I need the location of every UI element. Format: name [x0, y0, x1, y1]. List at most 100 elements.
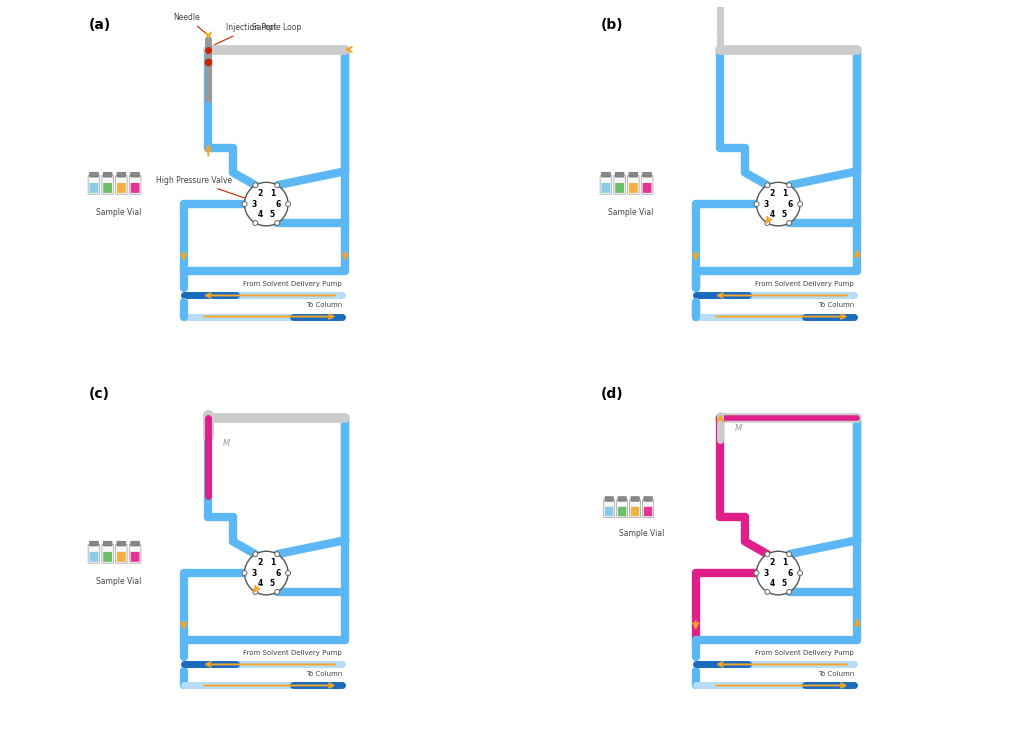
FancyBboxPatch shape: [117, 552, 125, 562]
Circle shape: [285, 201, 290, 207]
FancyBboxPatch shape: [631, 506, 639, 516]
FancyBboxPatch shape: [115, 545, 127, 563]
FancyBboxPatch shape: [616, 500, 627, 517]
Circle shape: [753, 201, 758, 207]
FancyBboxPatch shape: [88, 545, 100, 563]
Circle shape: [245, 551, 287, 595]
Text: 2: 2: [258, 558, 263, 567]
Text: High Pressure Valve: High Pressure Valve: [156, 176, 250, 200]
FancyBboxPatch shape: [642, 172, 651, 177]
Circle shape: [274, 220, 279, 226]
Text: From Solvent Delivery Pump: From Solvent Delivery Pump: [243, 650, 341, 656]
Text: (d): (d): [600, 387, 623, 401]
Circle shape: [253, 183, 258, 187]
FancyBboxPatch shape: [129, 176, 141, 194]
FancyBboxPatch shape: [642, 183, 651, 193]
Text: 4: 4: [769, 210, 774, 219]
Circle shape: [753, 570, 758, 576]
FancyBboxPatch shape: [614, 172, 624, 177]
Text: 5: 5: [269, 210, 274, 219]
FancyBboxPatch shape: [102, 176, 113, 194]
Circle shape: [253, 589, 258, 595]
FancyBboxPatch shape: [627, 176, 639, 194]
Circle shape: [797, 201, 802, 207]
FancyBboxPatch shape: [629, 500, 640, 517]
Circle shape: [764, 183, 769, 187]
Text: 6: 6: [275, 200, 280, 209]
FancyBboxPatch shape: [90, 541, 98, 546]
FancyBboxPatch shape: [629, 183, 637, 193]
Text: 1: 1: [781, 558, 786, 567]
FancyBboxPatch shape: [115, 176, 127, 194]
Text: 5: 5: [781, 579, 786, 588]
Circle shape: [764, 589, 769, 595]
Text: Sample Vial: Sample Vial: [607, 207, 653, 217]
FancyBboxPatch shape: [117, 183, 125, 193]
Circle shape: [245, 182, 287, 226]
FancyBboxPatch shape: [618, 506, 626, 516]
Text: To Column: To Column: [306, 302, 341, 308]
Text: From Solvent Delivery Pump: From Solvent Delivery Pump: [243, 281, 341, 287]
Text: To Column: To Column: [817, 302, 853, 308]
Circle shape: [253, 220, 258, 226]
Circle shape: [274, 589, 279, 595]
FancyBboxPatch shape: [641, 176, 652, 194]
Text: From Solvent Delivery Pump: From Solvent Delivery Pump: [754, 281, 853, 287]
Text: 4: 4: [258, 579, 263, 588]
FancyBboxPatch shape: [102, 545, 113, 563]
Text: 1: 1: [269, 189, 275, 198]
Circle shape: [242, 201, 247, 207]
FancyBboxPatch shape: [103, 541, 112, 546]
Circle shape: [756, 182, 799, 226]
FancyBboxPatch shape: [90, 183, 98, 193]
Text: 2: 2: [769, 189, 774, 198]
FancyBboxPatch shape: [90, 552, 98, 562]
Circle shape: [786, 183, 791, 187]
FancyBboxPatch shape: [631, 497, 639, 501]
FancyBboxPatch shape: [629, 172, 637, 177]
FancyBboxPatch shape: [129, 545, 141, 563]
Text: Needle: Needle: [173, 12, 206, 34]
Text: 1: 1: [269, 558, 275, 567]
Circle shape: [285, 570, 290, 576]
FancyBboxPatch shape: [614, 183, 624, 193]
Text: 2: 2: [258, 189, 263, 198]
FancyBboxPatch shape: [618, 497, 626, 501]
Text: Sample Vial: Sample Vial: [96, 576, 142, 586]
Text: (a): (a): [89, 18, 111, 32]
Text: Sample Vial: Sample Vial: [96, 207, 142, 217]
FancyBboxPatch shape: [130, 172, 140, 177]
Text: M: M: [734, 425, 741, 434]
Circle shape: [242, 570, 247, 576]
FancyBboxPatch shape: [88, 176, 100, 194]
FancyBboxPatch shape: [643, 506, 651, 516]
FancyBboxPatch shape: [130, 552, 140, 562]
Circle shape: [764, 220, 769, 226]
FancyBboxPatch shape: [103, 552, 112, 562]
FancyBboxPatch shape: [604, 506, 612, 516]
Text: 5: 5: [269, 579, 274, 588]
FancyBboxPatch shape: [103, 172, 112, 177]
Circle shape: [253, 552, 258, 556]
FancyBboxPatch shape: [117, 172, 125, 177]
FancyBboxPatch shape: [601, 172, 609, 177]
Text: 5: 5: [781, 210, 786, 219]
Text: 6: 6: [275, 569, 280, 578]
Text: 3: 3: [252, 569, 257, 578]
Text: M: M: [222, 439, 229, 448]
Text: Injection Port: Injection Port: [214, 24, 276, 45]
FancyBboxPatch shape: [604, 497, 612, 501]
Circle shape: [756, 551, 799, 595]
Circle shape: [274, 552, 279, 556]
FancyBboxPatch shape: [613, 176, 625, 194]
Text: 6: 6: [787, 200, 792, 209]
Text: From Solvent Delivery Pump: From Solvent Delivery Pump: [754, 650, 853, 656]
Text: 4: 4: [258, 210, 263, 219]
Text: (b): (b): [600, 18, 623, 32]
Circle shape: [786, 552, 791, 556]
FancyBboxPatch shape: [90, 172, 98, 177]
Text: Sample Vial: Sample Vial: [618, 529, 663, 538]
Text: 2: 2: [769, 558, 774, 567]
Text: 3: 3: [252, 200, 257, 209]
Circle shape: [797, 570, 802, 576]
